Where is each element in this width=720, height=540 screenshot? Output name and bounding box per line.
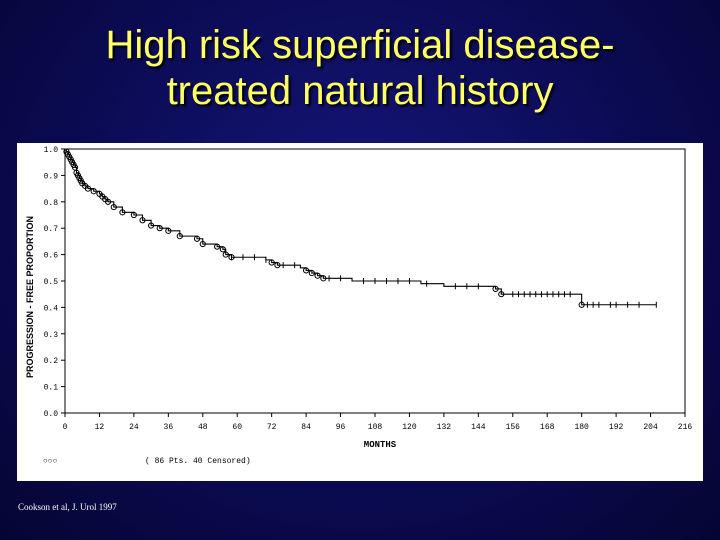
title-line-2: treated natural history	[166, 69, 554, 113]
x-tick-label: 108	[368, 423, 383, 432]
x-tick-label: 156	[506, 423, 521, 432]
x-tick-label: 204	[643, 423, 658, 432]
x-tick-label: 60	[232, 423, 242, 432]
event-marker	[492, 285, 499, 293]
event-marker	[314, 272, 321, 279]
event-marker	[130, 211, 137, 219]
x-tick-label: 120	[402, 423, 417, 432]
legend: ○○○ ( 86 Pts. 40 Censored)	[43, 457, 251, 466]
x-tick-label: 84	[301, 423, 311, 432]
event-marker	[214, 243, 221, 250]
x-tick-label: 96	[336, 423, 346, 432]
legend-symbol: ○○○	[43, 457, 58, 466]
slide-title: High risk superficial disease- treated n…	[0, 22, 720, 114]
y-tick-label: 0.8	[44, 199, 59, 208]
x-tick-label: 192	[609, 423, 624, 432]
y-tick-label: 0.9	[44, 172, 59, 181]
y-tick-label: 0.7	[44, 225, 59, 234]
legend-label: ( 86 Pts. 40 Censored)	[145, 457, 251, 466]
event-marker	[219, 246, 226, 253]
x-axis-label: MONTHS	[364, 440, 397, 450]
y-tick-label: 0.2	[44, 357, 59, 366]
x-tick-label: 0	[63, 423, 68, 432]
y-tick-label: 1.0	[44, 146, 59, 155]
y-tick-label: 0.1	[44, 384, 59, 393]
event-marker	[148, 222, 155, 229]
x-tick-label: 12	[95, 423, 105, 432]
event-marker	[303, 267, 310, 274]
event-marker	[176, 233, 183, 240]
y-tick-label: 0.6	[44, 252, 59, 261]
event-marker	[119, 209, 126, 216]
x-tick-label: 48	[198, 423, 208, 432]
x-tick-label: 168	[540, 423, 555, 432]
event-marker	[165, 227, 172, 234]
event-marker	[268, 259, 275, 266]
event-marker	[90, 188, 97, 195]
y-tick-label: 0.0	[44, 410, 59, 419]
x-tick-label: 24	[129, 423, 139, 432]
event-marker	[104, 198, 112, 205]
event-marker	[193, 235, 201, 242]
y-tick-label: 0.5	[44, 278, 59, 287]
event-marker	[308, 269, 315, 277]
event-marker	[199, 240, 206, 248]
event-marker	[84, 185, 92, 192]
event-marker	[156, 225, 163, 232]
x-tick-label: 216	[678, 423, 693, 432]
event-marker	[498, 291, 505, 298]
y-tick-label: 0.4	[44, 304, 59, 313]
event-marker	[222, 251, 229, 258]
km-chart: 0.0 0.1 0.2 0.3 0.4 0.5 0.6 0.7 0.8 0.9 1.0 0 12 24 3…	[25, 146, 693, 466]
event-marker	[110, 203, 117, 211]
y-axis-label: PROGRESSION - FREE PROPORTION	[25, 216, 35, 378]
title-line-1: High risk superficial disease-	[105, 23, 615, 67]
event-marker	[320, 275, 327, 282]
x-tick-label: 36	[164, 423, 174, 432]
x-tick-label: 180	[574, 423, 589, 432]
event-marker	[139, 217, 146, 224]
x-tick-label: 72	[267, 423, 277, 432]
citation: Cookson et al, J. Urol 1997	[18, 502, 117, 512]
event-marker	[578, 301, 585, 308]
y-tick-label: 0.3	[44, 331, 59, 340]
chart-panel: 0.0 0.1 0.2 0.3 0.4 0.5 0.6 0.7 0.8 0.9 1.0 0 12 24 3…	[17, 143, 703, 481]
event-marker	[274, 262, 281, 269]
x-tick-label: 132	[437, 423, 452, 432]
x-tick-label: 144	[471, 423, 486, 432]
